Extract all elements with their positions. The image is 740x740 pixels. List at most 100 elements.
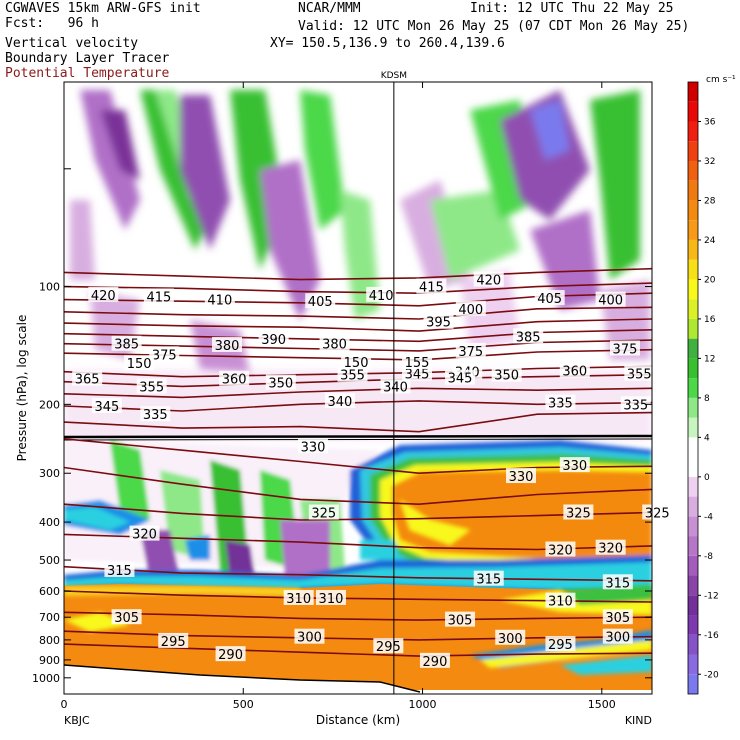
theta-label-bg	[111, 609, 142, 625]
theta-label-bg	[506, 468, 536, 484]
theta-label: 150	[127, 357, 152, 372]
theta-contour-line	[64, 387, 652, 399]
theta-label-bg	[337, 366, 368, 382]
y-tick-label: 400	[39, 516, 60, 529]
theta-label: 325	[566, 507, 591, 522]
theta-label-bg	[545, 636, 576, 652]
plot-frame	[63, 81, 653, 695]
theta-label: 405	[308, 295, 333, 310]
colorbar-swatch	[688, 220, 698, 240]
theta-label-bg	[624, 365, 655, 381]
y-tick-label: 800	[39, 634, 60, 647]
valid-time: Valid: 12 UTC Mon 26 May 25 (07 CDT Mon …	[298, 19, 690, 34]
theta-label: 330	[509, 470, 534, 485]
theta-label-bg	[423, 313, 454, 329]
theta-contour-line	[64, 466, 652, 506]
x-axis-title: Distance (km)	[316, 713, 400, 727]
theta-label-bg	[215, 646, 246, 662]
colorbar-swatch	[688, 476, 698, 497]
theta-label: 155	[405, 356, 430, 371]
theta-label-bg	[534, 290, 565, 306]
theta-label: 290	[218, 648, 243, 663]
colorbar-label: 0	[704, 473, 710, 483]
theta-label-bg	[212, 336, 242, 352]
colorbar-label: 24	[704, 236, 716, 246]
forecast-hour: Fcst: 96 h	[5, 16, 99, 31]
colorbar-label: -20	[704, 670, 719, 680]
theta-label: 305	[605, 611, 630, 626]
y-tick-label: 200	[39, 398, 60, 411]
theta-label-bg	[149, 346, 180, 362]
theta-label: 400	[598, 294, 623, 309]
colorbar: -20 -16 -12 -8 -4 0 4 8 12 16 20 24 28 32 36	[687, 81, 719, 695]
colorbar-swatch	[688, 239, 698, 260]
x-tick-label: 1500	[588, 698, 616, 711]
field-boundary-layer-tracer: Boundary Layer Tracer	[5, 51, 170, 66]
theta-label-bg	[366, 286, 397, 302]
theta-label: 410	[207, 294, 232, 309]
theta-label-bg	[158, 632, 189, 648]
y-axis: 100 200 300 400 500 600 700 800 900 1000	[32, 168, 652, 685]
theta-label: 335	[548, 397, 573, 412]
colorbar-label: 36	[704, 117, 716, 127]
theta-label-bg	[473, 570, 504, 586]
theta-label: 385	[114, 338, 139, 353]
theta-contour-line	[64, 329, 652, 343]
colorbar-label: 16	[704, 315, 716, 325]
theta-label: 300	[498, 632, 523, 647]
colorbar-frame	[687, 81, 699, 695]
colorbar-swatch	[688, 101, 698, 122]
theta-label: 310	[319, 592, 344, 607]
colorbar-label: -16	[704, 631, 719, 641]
station-marker-label: KDSM	[381, 71, 407, 81]
theta-label-bg	[455, 342, 486, 358]
theta-label: 320	[132, 528, 157, 543]
colorbar-swatch	[688, 654, 698, 675]
right-endpoint-label: KIND	[625, 714, 652, 727]
theta-label: 310	[286, 592, 311, 607]
theta-label: 390	[261, 333, 286, 348]
colorbar-label: 20	[704, 275, 716, 285]
colorbar-swatch	[688, 674, 698, 694]
y-tick-label: 1000	[32, 672, 60, 685]
x-tick-label: 0	[61, 698, 68, 711]
theta-label: 330	[562, 459, 587, 474]
terrain	[64, 665, 652, 694]
colorbar-swatch	[688, 121, 698, 142]
theta-label-bg	[491, 366, 522, 382]
theta-label-bg	[324, 392, 355, 408]
theta-label-bg	[129, 525, 160, 541]
theta-label: 405	[537, 292, 562, 307]
colorbar-swatch	[688, 457, 698, 477]
colorbar-label: 8	[704, 394, 710, 404]
theta-label: 305	[114, 611, 139, 626]
theta-label-bg	[204, 291, 235, 307]
theta-label-bg	[136, 378, 167, 394]
theta-label-bg	[473, 271, 504, 287]
theta-label-bg	[402, 354, 433, 370]
theta-label-bg	[545, 394, 576, 410]
colorbar-swatch	[688, 338, 698, 359]
colorbar-swatch	[688, 496, 698, 517]
theta-label-bg	[308, 504, 339, 520]
theta-labels: 420 415 410 405 410 415 420 405 400 400 395 385 380 3…	[72, 271, 673, 670]
theta-label: 345	[448, 372, 473, 387]
x-tick-label: 1000	[409, 698, 437, 711]
theta-label: 335	[623, 398, 648, 413]
theta-label: 310	[548, 595, 573, 610]
theta-label-bg	[319, 335, 350, 351]
colorbar-swatch	[688, 200, 698, 221]
theta-label-bg	[402, 365, 433, 381]
theta-contour-line	[64, 611, 652, 621]
theta-contour-line	[64, 503, 652, 521]
colorbar-label: 12	[704, 354, 715, 364]
theta-label: 340	[383, 380, 408, 395]
theta-label-bg	[315, 589, 346, 605]
theta-label: 355	[627, 368, 652, 383]
theta-label-bg	[373, 638, 404, 654]
y-tick-label: 100	[39, 281, 60, 294]
theta-label: 420	[476, 274, 501, 289]
theta-label: 315	[605, 576, 630, 591]
colorbar-swatch	[688, 318, 698, 339]
